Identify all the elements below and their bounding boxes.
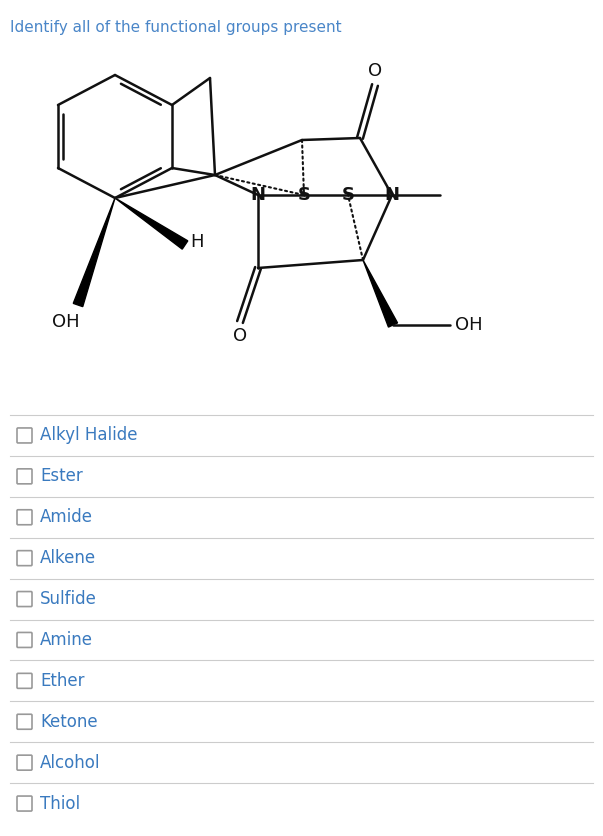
Text: Amide: Amide [40, 508, 93, 526]
Text: Identify all of the functional groups present: Identify all of the functional groups pr… [10, 20, 342, 35]
Text: H: H [190, 233, 203, 251]
FancyBboxPatch shape [17, 592, 32, 607]
Polygon shape [74, 198, 115, 307]
Polygon shape [115, 198, 188, 249]
FancyBboxPatch shape [17, 796, 32, 811]
Text: Amine: Amine [40, 631, 93, 649]
Text: S: S [297, 186, 311, 204]
Text: Alcohol: Alcohol [40, 753, 101, 772]
Text: Thiol: Thiol [40, 794, 80, 813]
Text: O: O [368, 62, 382, 80]
FancyBboxPatch shape [17, 469, 32, 484]
Text: N: N [385, 186, 400, 204]
Text: OH: OH [52, 313, 80, 331]
FancyBboxPatch shape [17, 428, 32, 443]
Text: Sulfide: Sulfide [40, 590, 97, 608]
Text: OH: OH [455, 316, 482, 334]
FancyBboxPatch shape [17, 633, 32, 647]
FancyBboxPatch shape [17, 673, 32, 688]
FancyBboxPatch shape [17, 714, 32, 729]
Polygon shape [363, 260, 397, 327]
Text: Alkene: Alkene [40, 549, 96, 567]
FancyBboxPatch shape [17, 510, 32, 525]
Text: Ester: Ester [40, 467, 83, 486]
FancyBboxPatch shape [17, 551, 32, 566]
FancyBboxPatch shape [17, 755, 32, 770]
Text: Ether: Ether [40, 672, 84, 690]
Text: Alkyl Halide: Alkyl Halide [40, 426, 137, 445]
Text: Ketone: Ketone [40, 713, 98, 731]
Text: N: N [250, 186, 265, 204]
Text: S: S [341, 186, 355, 204]
Text: O: O [233, 327, 247, 345]
